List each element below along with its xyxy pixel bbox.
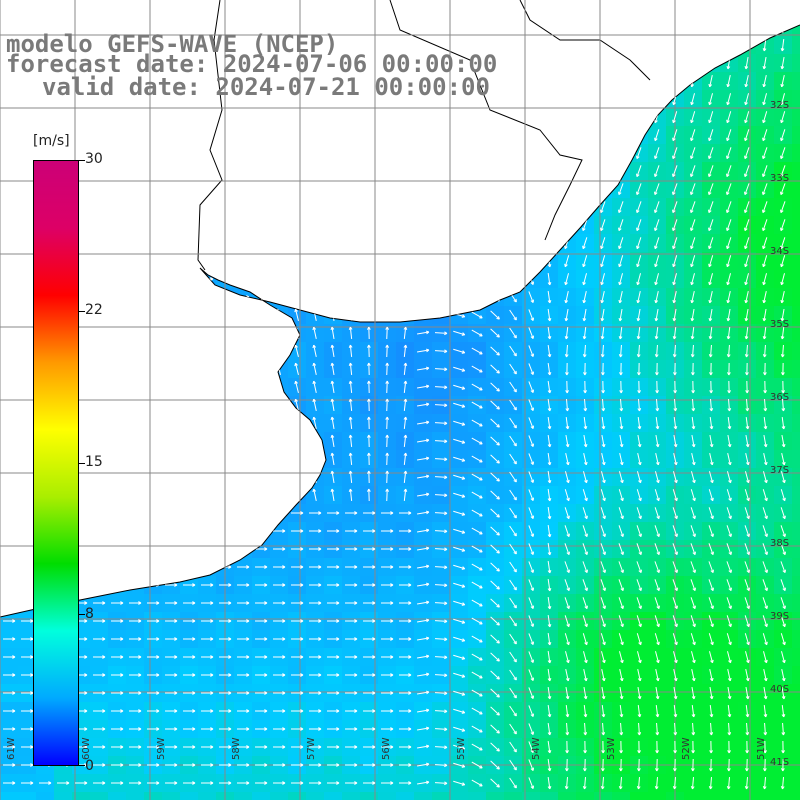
lat-label: 37S — [770, 465, 790, 476]
lon-label: 53W — [606, 737, 617, 760]
lat-label: 40S — [770, 684, 790, 695]
border-line — [389, 0, 583, 241]
model-title: modelo GEFS-WAVE (NCEP) — [6, 30, 339, 58]
colorbar-tick-22: 22 — [85, 302, 103, 318]
lat-label: 33S — [770, 173, 790, 184]
lon-label: 55W — [456, 737, 467, 760]
lat-label: 41S — [770, 757, 790, 768]
colorbar-units: [m/s] — [33, 133, 70, 149]
forecast-date: forecast date: 2024-07-06 00:00:00 — [6, 50, 498, 78]
lon-label: 52W — [681, 737, 692, 760]
lon-label: 56W — [381, 737, 392, 760]
lon-label: 61W — [6, 737, 17, 760]
valid-date: valid date: 2024-07-21 00:00:00 — [42, 73, 490, 101]
lat-label: 36S — [770, 392, 790, 403]
lon-label: 51W — [756, 737, 767, 760]
coastline — [0, 24, 800, 618]
lon-label: 60W — [81, 737, 92, 760]
border-line — [519, 0, 651, 81]
colorbar-tick-30: 30 — [85, 151, 103, 167]
colorbar — [33, 160, 79, 766]
lat-label: 35S — [770, 319, 790, 330]
colorbar-tick-8: 8 — [85, 606, 94, 622]
lat-label: 32S — [770, 100, 790, 111]
colorbar-tick-0: 0 — [85, 758, 94, 774]
lon-label: 54W — [531, 737, 542, 760]
border-line — [197, 0, 223, 271]
colorbar-tick-15: 15 — [85, 454, 103, 470]
lon-label: 59W — [156, 737, 167, 760]
lon-label: 58W — [231, 737, 242, 760]
lat-label: 38S — [770, 538, 790, 549]
lat-label: 34S — [770, 246, 790, 257]
lat-label: 39S — [770, 611, 790, 622]
lon-label: 57W — [306, 737, 317, 760]
